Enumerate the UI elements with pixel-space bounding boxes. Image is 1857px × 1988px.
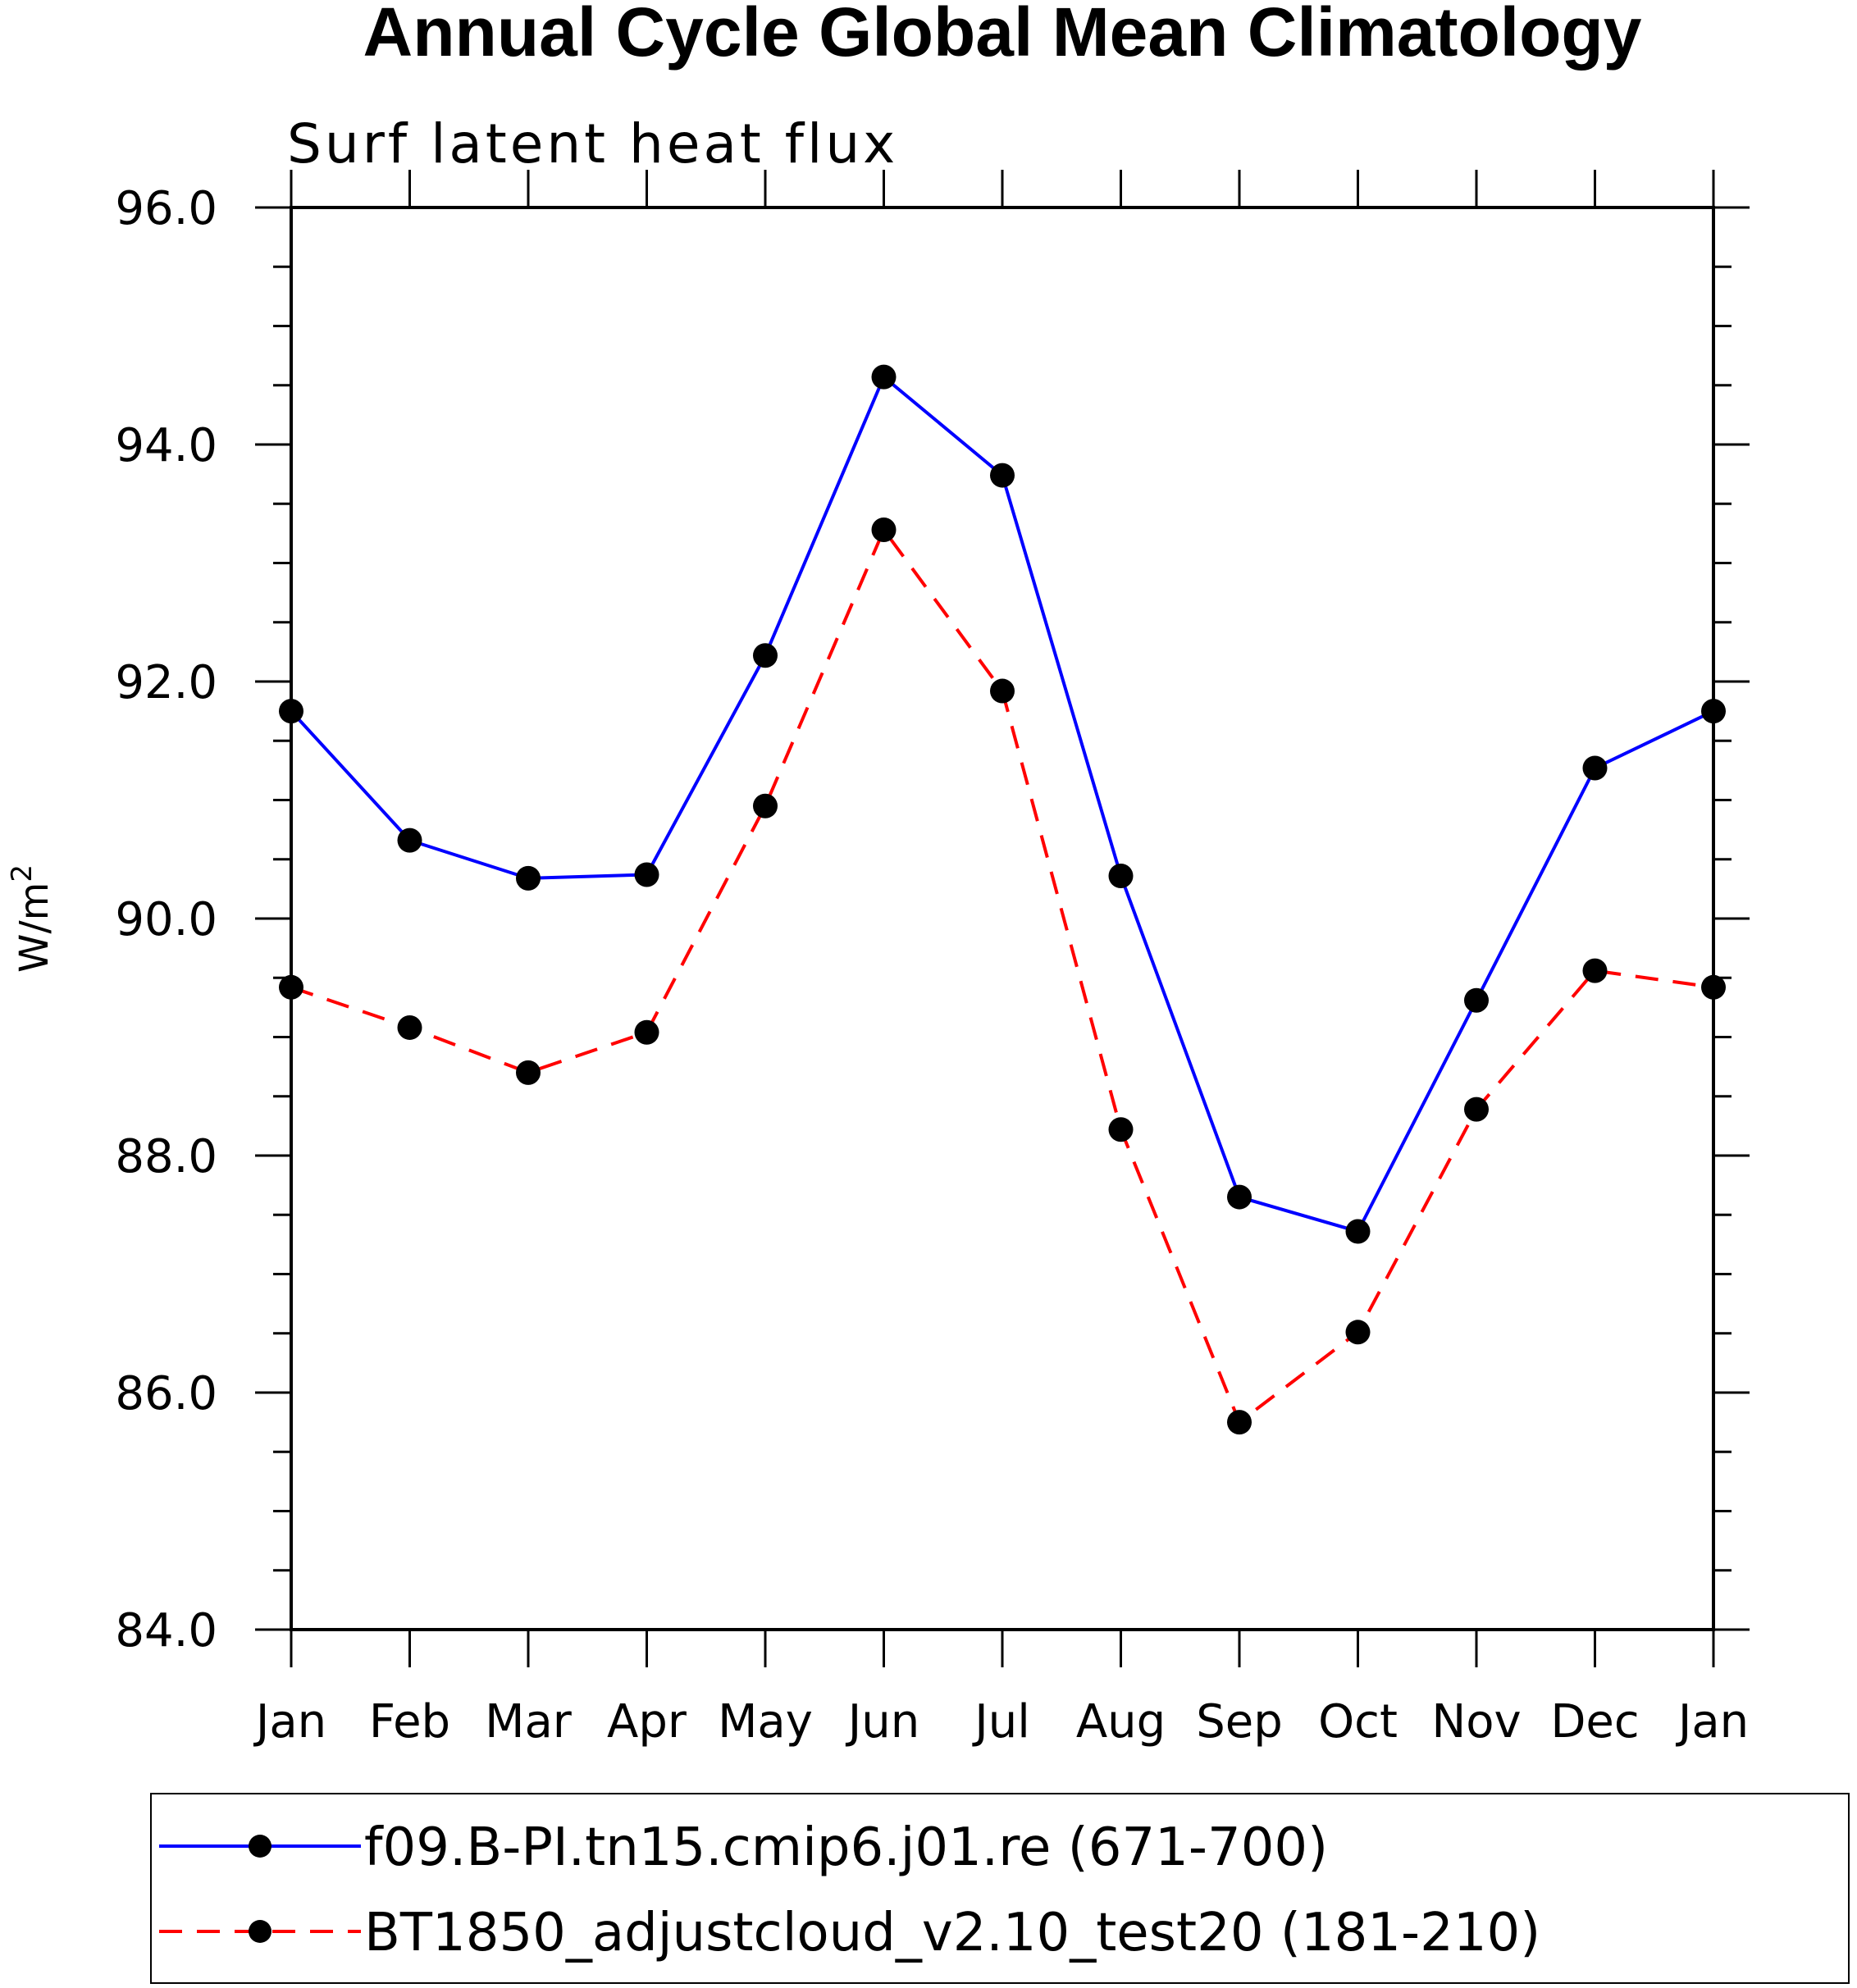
series-2-point (1701, 974, 1726, 1000)
series-1-point (1582, 755, 1608, 781)
series-1-point (516, 865, 541, 891)
series-1-point (1345, 1219, 1371, 1244)
series-1-point (279, 699, 303, 724)
series-2-point (1345, 1320, 1371, 1345)
series-1-point (753, 643, 778, 668)
y-tick-label: 94.0 (115, 419, 217, 472)
series-2-point (1108, 1117, 1134, 1142)
legend-label-series-2: BT1850_adjustcloud_v2.10_test20 (181-210… (364, 1903, 1540, 1963)
x-tick-label: Nov (1431, 1695, 1521, 1749)
series-2-point (1464, 1097, 1489, 1122)
series-2-point (634, 1019, 659, 1045)
x-tick-label: Sep (1196, 1695, 1283, 1749)
x-tick-label: Feb (369, 1695, 450, 1749)
y-tick-label: 84.0 (115, 1604, 217, 1657)
series-1-point (871, 364, 897, 390)
legend-box (150, 1793, 1850, 1984)
series-2-point (516, 1060, 541, 1085)
x-tick-label: Jan (1676, 1695, 1749, 1749)
series-2-point (871, 518, 897, 543)
legend: f09.B-PI.tn15.cmip6.j01.re (671-700) BT1… (150, 1793, 1850, 1984)
series-2-point (279, 974, 303, 1000)
series-1-point (397, 828, 422, 853)
legend-marker-series-1 (249, 1835, 271, 1858)
x-tick-label: Mar (485, 1695, 573, 1749)
y-tick-label: 86.0 (115, 1367, 217, 1420)
series-line-2 (290, 526, 1714, 1425)
axis-ticks (255, 170, 1750, 1667)
x-tick-label: Apr (607, 1695, 687, 1749)
y-tick-labels: 84.0 86.0 88.0 90.0 92.0 94.0 96.0 (115, 182, 217, 1657)
legend-label-series-1: f09.B-PI.tn15.cmip6.j01.re (671-700) (364, 1817, 1328, 1878)
x-tick-label: Jun (846, 1695, 920, 1749)
series-1-point (1701, 699, 1726, 724)
series-1-point (1464, 987, 1489, 1013)
x-tick-labels: Jan Feb Mar Apr May Jun Jul Aug Sep Oct Nov Dec Jan (253, 1695, 1749, 1749)
chart-subtitle: Surf latent heat flux (287, 112, 898, 176)
x-tick-label: Dec (1550, 1695, 1639, 1749)
y-tick-label: 92.0 (115, 656, 217, 709)
x-tick-label: Jul (972, 1695, 1030, 1749)
x-tick-label: May (718, 1695, 813, 1749)
series-line-1 (290, 374, 1714, 1233)
series-2-point (1582, 958, 1608, 983)
series-1-point (1227, 1184, 1252, 1210)
series-1-point (1108, 863, 1134, 888)
y-tick-label: 96.0 (115, 182, 217, 235)
y-tick-label: 88.0 (115, 1130, 217, 1183)
series-2-point (1227, 1410, 1252, 1435)
series-2-point (753, 793, 778, 818)
series-1-point (634, 862, 659, 887)
series-2-point (397, 1015, 422, 1040)
legend-marker-series-2 (249, 1920, 271, 1943)
series-layer (279, 364, 1726, 1435)
x-tick-label: Aug (1076, 1695, 1166, 1749)
chart-title: Annual Cycle Global Mean Climatology (363, 0, 1642, 71)
y-tick-label: 90.0 (115, 893, 217, 946)
plot-frame (290, 206, 1715, 1631)
series-1-point (990, 463, 1015, 488)
x-tick-label: Oct (1318, 1695, 1398, 1749)
y-axis-label: W/m2 (6, 864, 57, 973)
series-2-point (990, 678, 1015, 704)
x-tick-label: Jan (253, 1695, 326, 1749)
